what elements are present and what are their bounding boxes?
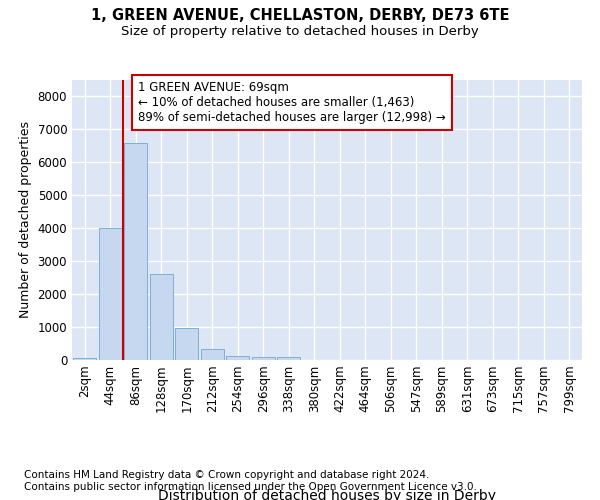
Bar: [124, 142, 147, 360]
Bar: [73, 358, 96, 360]
Text: Size of property relative to detached houses in Derby: Size of property relative to detached ho…: [121, 24, 479, 38]
Text: 1, GREEN AVENUE, CHELLASTON, DERBY, DE73 6TE: 1, GREEN AVENUE, CHELLASTON, DERBY, DE73…: [91, 8, 509, 22]
Bar: [99, 228, 122, 360]
X-axis label: Distribution of detached houses by size in Derby: Distribution of detached houses by size …: [158, 489, 496, 500]
Bar: [252, 356, 275, 360]
Bar: [226, 356, 249, 360]
Text: 1 GREEN AVENUE: 69sqm
← 10% of detached houses are smaller (1,463)
89% of semi-d: 1 GREEN AVENUE: 69sqm ← 10% of detached …: [139, 82, 446, 124]
Bar: [277, 358, 300, 360]
Text: Contains HM Land Registry data © Crown copyright and database right 2024.: Contains HM Land Registry data © Crown c…: [24, 470, 430, 480]
Bar: [150, 274, 173, 360]
Text: Contains public sector information licensed under the Open Government Licence v3: Contains public sector information licen…: [24, 482, 477, 492]
Bar: [175, 328, 198, 360]
Bar: [201, 350, 224, 360]
Y-axis label: Number of detached properties: Number of detached properties: [19, 122, 32, 318]
